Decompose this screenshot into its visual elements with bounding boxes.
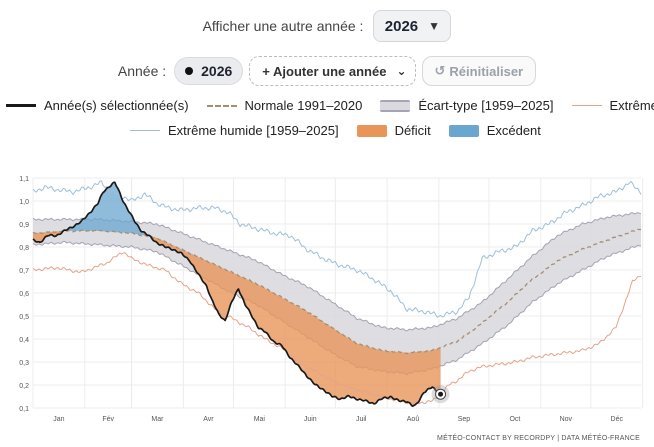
other-year-label: Afficher une autre année : — [202, 18, 364, 34]
x-tick-label: Nov — [560, 416, 573, 423]
selected-year-chip-label: 2026 — [201, 63, 233, 79]
chart-canvas: 0,1 0,2 0,3 0,4 0,5 0,6 0,7 0,8 0,9 1,0 1,1 Jan Fév M… — [19, 176, 644, 423]
y-tick-label: 0,3 — [19, 360, 29, 367]
extreme-wet-line — [32, 180, 642, 318]
legend-deficit-label: Déficit — [394, 123, 431, 138]
x-tick-label: Mai — [254, 416, 266, 423]
legend-item-excess[interactable]: Excédent — [448, 123, 541, 138]
excess-swatch-icon — [448, 124, 479, 137]
legend-excess-label: Excédent — [486, 123, 541, 138]
x-tick-label: Juin — [304, 416, 317, 423]
x-tick-label: Fév — [102, 416, 114, 423]
year-picker-row: Afficher une autre année : 2026 ▼ — [0, 10, 654, 42]
solid-line-icon — [6, 104, 36, 107]
legend-extreme-dry-label: Extrême sec — [609, 98, 654, 113]
x-tick-label: Déc — [611, 416, 624, 423]
legend-item-selected[interactable]: Année(s) sélectionnée(s) — [6, 98, 189, 113]
add-year-button[interactable]: + Ajouter une année ⌄ — [249, 56, 416, 86]
y-tick-label: 0,8 — [19, 245, 29, 252]
soil-moisture-chart: 0,1 0,2 0,3 0,4 0,5 0,6 0,7 0,8 0,9 1,0 1,1 Jan Fév M… — [0, 160, 654, 447]
x-tick-label: Mar — [151, 416, 164, 423]
legend-extreme-wet-label: Extrême humide [1959–2025] — [168, 123, 339, 138]
x-tick-label: Sep — [458, 416, 471, 423]
legend-selected-label: Année(s) sélectionnée(s) — [44, 98, 189, 113]
normal-line — [32, 228, 641, 355]
line-icon — [571, 105, 602, 106]
legend-item-deficit[interactable]: Déficit — [356, 123, 431, 138]
chevron-down-icon: ⌄ — [396, 64, 407, 78]
reset-label: Réinitialiser — [449, 63, 524, 79]
chart-credit: MÉTÉO-CONTACT BY RECORDPY | DATA MÉTÉO-F… — [437, 435, 640, 442]
y-tick-label: 0,2 — [19, 383, 29, 390]
dashed-line-icon — [206, 104, 237, 107]
year-select-value: 2026 — [384, 17, 419, 35]
y-tick-label: 0,9 — [19, 222, 29, 229]
reset-button[interactable]: ↺ Réinitialiser — [421, 56, 537, 86]
x-tick-label: Oct — [509, 416, 520, 423]
x-tick-label: Aoû — [407, 416, 420, 423]
year-comparison-row: Année : 2026 + Ajouter une année ⌄ ↺ Réi… — [0, 56, 654, 86]
band-swatch-icon — [380, 99, 411, 112]
year-label: Année : — [117, 63, 167, 79]
legend-row-2: Extrême humide [1959–2025] Déficit Excéd… — [130, 123, 559, 138]
chevron-down-icon: ▼ — [428, 19, 441, 33]
y-tick-label: 0,4 — [19, 337, 29, 344]
y-tick-label: 0,5 — [19, 314, 29, 321]
deficit-swatch-icon — [356, 124, 387, 137]
extreme-dry-line — [32, 252, 642, 405]
y-tick-label: 0,6 — [19, 291, 29, 298]
x-tick-label: Avr — [203, 416, 214, 423]
current-point — [438, 391, 444, 397]
series-dot-icon — [185, 67, 194, 75]
legend-item-stddev[interactable]: Écart-type [1959–2025] — [380, 98, 554, 113]
legend-normal-label: Normale 1991–2020 — [244, 98, 363, 113]
excess-area — [64, 182, 150, 237]
legend-item-normal[interactable]: Normale 1991–2020 — [206, 98, 363, 113]
line-icon — [130, 130, 160, 131]
y-tick-label: 1,1 — [19, 176, 29, 183]
x-tick-label: Jan — [53, 416, 64, 423]
y-tick-label: 0,1 — [19, 406, 29, 413]
x-tick-label: Juil — [356, 416, 367, 423]
selected-year-chip[interactable]: 2026 — [174, 57, 244, 85]
legend-item-extreme-dry[interactable]: Extrême sec — [571, 98, 654, 113]
year-select[interactable]: 2026 ▼ — [373, 10, 452, 42]
deficit-area — [149, 236, 441, 406]
legend-item-extreme-wet[interactable]: Extrême humide [1959–2025] — [130, 123, 339, 138]
refresh-icon: ↺ — [434, 63, 446, 78]
add-year-label: + Ajouter une année — [262, 63, 387, 79]
selected-year-line — [32, 181, 442, 407]
legend-stddev-label: Écart-type [1959–2025] — [418, 98, 554, 113]
y-tick-label: 1,0 — [19, 199, 29, 206]
y-tick-label: 0,7 — [19, 268, 29, 275]
legend-row-1: Année(s) sélectionnée(s) Normale 1991–20… — [6, 98, 654, 113]
